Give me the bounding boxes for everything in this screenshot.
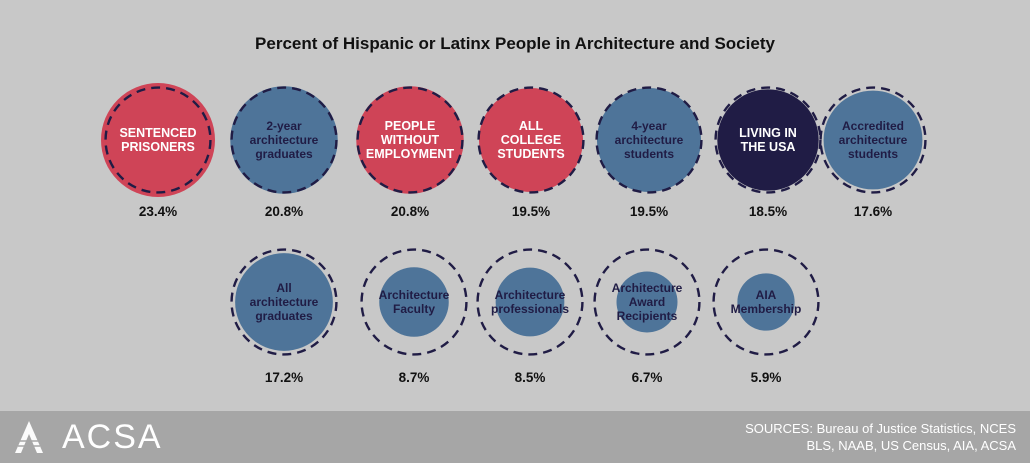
value-label: 20.8% bbox=[265, 204, 303, 219]
value-label: 19.5% bbox=[512, 204, 550, 219]
bubble bbox=[596, 87, 702, 193]
bubble-chart: Percent of Hispanic or Latinx People in … bbox=[101, 34, 927, 385]
bubble-label: Architecture Award Recipients bbox=[612, 281, 683, 323]
bubble bbox=[717, 89, 819, 191]
bubble-label: Architecture Faculty bbox=[379, 288, 450, 316]
value-label: 8.5% bbox=[515, 370, 546, 385]
value-label: 19.5% bbox=[630, 204, 668, 219]
reference-dashed-ring bbox=[819, 86, 927, 194]
reference-dashed-ring bbox=[476, 248, 584, 356]
reference-dashed-ring bbox=[356, 86, 464, 194]
bubble-label: 4-year architecture students bbox=[615, 119, 684, 161]
bubble-label: LIVING IN THE USA bbox=[739, 126, 797, 154]
bubble-label: AIA Membership bbox=[731, 288, 802, 316]
value-label: 23.4% bbox=[139, 204, 177, 219]
bubble-label-line: LIVING IN bbox=[739, 126, 797, 140]
bubble bbox=[235, 253, 333, 351]
bubble-label-line: architecture bbox=[250, 133, 319, 147]
bubble bbox=[616, 271, 678, 333]
sources-note: SOURCES: Bureau of Justice Statistics, N… bbox=[745, 420, 1016, 454]
bubble-label-line: 4-year bbox=[631, 119, 667, 133]
bubble bbox=[230, 86, 338, 194]
bubble-label-line: architecture bbox=[615, 133, 684, 147]
bubble-label-line: THE USA bbox=[741, 140, 796, 154]
reference-dashed-ring bbox=[230, 248, 338, 356]
bubble-label-line: architecture bbox=[250, 295, 319, 309]
reference-dashed-ring bbox=[477, 86, 585, 194]
sources-line-2: BLS, NAAB, US Census, AIA, ACSA bbox=[806, 438, 1016, 453]
bubble-label: SENTENCED PRISONERS bbox=[119, 126, 196, 154]
bubble-label: Accredited architecture students bbox=[839, 119, 908, 161]
footer: ACSA SOURCES: Bureau of Justice Statisti… bbox=[0, 411, 1030, 463]
bubble bbox=[356, 86, 464, 194]
bubble-label-line: Award bbox=[629, 295, 665, 309]
reference-dashed-ring bbox=[712, 248, 820, 356]
bubble bbox=[823, 90, 923, 190]
logo-text: ACSA bbox=[62, 418, 163, 456]
bubble-label-line: ALL bbox=[519, 119, 544, 133]
reference-dashed-ring bbox=[595, 86, 703, 194]
bubble-label: ALL COLLEGE STUDENTS bbox=[497, 119, 564, 161]
bubble-label-line: Architecture bbox=[612, 281, 683, 295]
bubble-label-line: professionals bbox=[491, 302, 569, 316]
bubble-label-line: SENTENCED bbox=[119, 126, 196, 140]
value-label: 18.5% bbox=[749, 204, 787, 219]
bubble-label-line: Membership bbox=[731, 302, 802, 316]
reference-dashed-ring bbox=[104, 86, 212, 194]
bubble bbox=[101, 83, 215, 197]
bubble-label: Architecture professionals bbox=[491, 288, 569, 316]
bubble-label-line: Architecture bbox=[379, 288, 450, 302]
bubble-label-line: graduates bbox=[255, 147, 313, 161]
bubble-label-line: PRISONERS bbox=[121, 140, 195, 154]
bubble bbox=[495, 267, 565, 337]
bubble-label-line: students bbox=[848, 147, 898, 161]
value-label: 8.7% bbox=[399, 370, 430, 385]
bubble bbox=[478, 87, 584, 193]
bubble-label-line: WITHOUT bbox=[381, 133, 440, 147]
bubble-label-line: graduates bbox=[255, 309, 313, 323]
bubble-label-line: EMPLOYMENT bbox=[366, 147, 455, 161]
bubble-label-line: 2-year bbox=[266, 119, 302, 133]
bubble-label-line: Architecture bbox=[495, 288, 566, 302]
reference-dashed-ring bbox=[360, 248, 468, 356]
bubble-label-line: STUDENTS bbox=[497, 147, 564, 161]
bubble bbox=[737, 273, 795, 331]
bubble-label-line: Recipients bbox=[617, 309, 678, 323]
value-label: 17.2% bbox=[265, 370, 303, 385]
bubble-label-line: students bbox=[624, 147, 674, 161]
value-label: 6.7% bbox=[632, 370, 663, 385]
value-label: 5.9% bbox=[751, 370, 782, 385]
acsa-logo-icon bbox=[15, 421, 43, 453]
bubble-label-line: architecture bbox=[839, 133, 908, 147]
bubble-label-line: COLLEGE bbox=[501, 133, 561, 147]
bubble-label: PEOPLE WITHOUT EMPLOYMENT bbox=[366, 119, 455, 161]
bubble-label: All architecture graduates bbox=[250, 281, 319, 323]
reference-dashed-ring bbox=[230, 86, 338, 194]
bubble-label-line: AIA bbox=[756, 288, 777, 302]
bubble-label-line: Faculty bbox=[393, 302, 435, 316]
bubble-label-line: PEOPLE bbox=[385, 119, 436, 133]
bubble-label: 2-year architecture graduates bbox=[250, 119, 319, 161]
value-label: 17.6% bbox=[854, 204, 892, 219]
reference-dashed-ring bbox=[714, 86, 822, 194]
bubble bbox=[379, 267, 449, 337]
value-label: 20.8% bbox=[391, 204, 429, 219]
bubble-label-line: All bbox=[276, 281, 291, 295]
sources-line-1: SOURCES: Bureau of Justice Statistics, N… bbox=[745, 421, 1016, 436]
chart-title: Percent of Hispanic or Latinx People in … bbox=[255, 34, 775, 53]
bubble-label-line: Accredited bbox=[842, 119, 904, 133]
reference-dashed-ring bbox=[593, 248, 701, 356]
